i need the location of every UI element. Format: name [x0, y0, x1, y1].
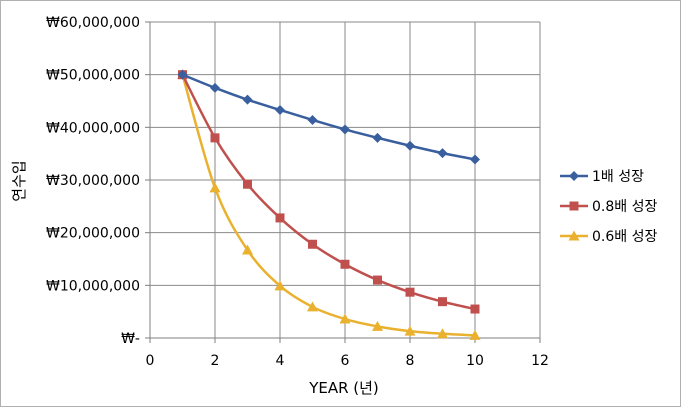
x-tick-label: 0 [146, 353, 155, 369]
data-point-triangle [307, 301, 318, 312]
data-point-triangle [404, 325, 416, 336]
legend-label-2: 0.8배 성장 [592, 199, 657, 215]
data-point-square [308, 239, 317, 249]
data-point-diamond [177, 69, 188, 80]
data-point-square [373, 275, 382, 285]
x-tick-label: 10 [466, 353, 484, 369]
legend-item-2: 0.8배 성장 [560, 199, 657, 215]
data-point-triangle [209, 182, 221, 193]
legend-label-3: 0.6배 성장 [592, 229, 657, 245]
data-point-triangle [437, 328, 448, 339]
legend-marker-square [569, 201, 579, 211]
y-tick-label: ₩- [121, 331, 140, 347]
data-point-diamond [307, 114, 318, 125]
series-line [181, 74, 476, 311]
data-point-triangle [469, 329, 481, 340]
x-tick-label: 8 [406, 353, 415, 369]
legend-label-1: 1배 성장 [592, 169, 644, 185]
data-point-diamond [405, 140, 415, 151]
data-point-diamond [340, 124, 350, 135]
data-point-square [340, 259, 350, 269]
x-tick-labels: 0 2 4 6 8 10 12 [146, 353, 549, 369]
legend-marker-diamond [569, 171, 579, 181]
data-point-triangle [568, 230, 580, 241]
data-point-square [569, 201, 579, 211]
data-point-diamond [242, 94, 253, 105]
y-tick-label: ₩50,000,000 [46, 68, 140, 84]
y-tick-label: ₩30,000,000 [46, 173, 140, 189]
y-tick-labels: ₩- ₩10,000,000 ₩20,000,000 ₩30,000,000 ₩40,0… [46, 15, 140, 347]
axes [145, 21, 541, 343]
x-tick-label: 4 [276, 353, 285, 369]
y-tick-label: ₩10,000,000 [46, 278, 140, 294]
series-diamond [177, 69, 480, 165]
x-tick-label: 12 [531, 353, 549, 369]
data-point-diamond [210, 82, 220, 93]
data-point-triangle [339, 313, 351, 324]
y-axis-title: 연수입 [10, 160, 28, 201]
data-point-square [438, 297, 447, 307]
data-point-square [405, 287, 415, 297]
y-tick-label: ₩20,000,000 [46, 226, 140, 242]
legend-item-1: 1배 성장 [560, 169, 644, 185]
x-axis-title: YEAR (년) [308, 379, 379, 397]
data-point-triangle [274, 280, 286, 291]
series-square [178, 70, 480, 314]
data-point-square [243, 179, 252, 189]
grid-lines [149, 21, 541, 339]
series-line [182, 73, 476, 161]
data-point-diamond [372, 132, 383, 143]
series-line [181, 74, 476, 337]
data-point-square [275, 213, 285, 223]
x-tick-label: 2 [211, 353, 220, 369]
x-tick-label: 6 [341, 353, 350, 369]
legend: 1배 성장 0.8배 성장 0.6배 성장 [560, 169, 657, 245]
y-tick-label: ₩60,000,000 [46, 15, 140, 31]
data-point-diamond [275, 104, 285, 115]
series-group [177, 69, 481, 340]
data-point-square [470, 304, 480, 314]
data-point-triangle [242, 244, 253, 255]
data-point-diamond [470, 154, 480, 165]
series-triangle [177, 69, 481, 340]
data-point-square [210, 133, 220, 143]
data-point-diamond [437, 148, 448, 159]
legend-item-3: 0.6배 성장 [560, 229, 657, 245]
data-point-triangle [372, 320, 383, 331]
data-point-diamond [569, 171, 579, 181]
legend-marker-triangle [568, 230, 580, 241]
y-tick-label: ₩40,000,000 [46, 120, 140, 136]
